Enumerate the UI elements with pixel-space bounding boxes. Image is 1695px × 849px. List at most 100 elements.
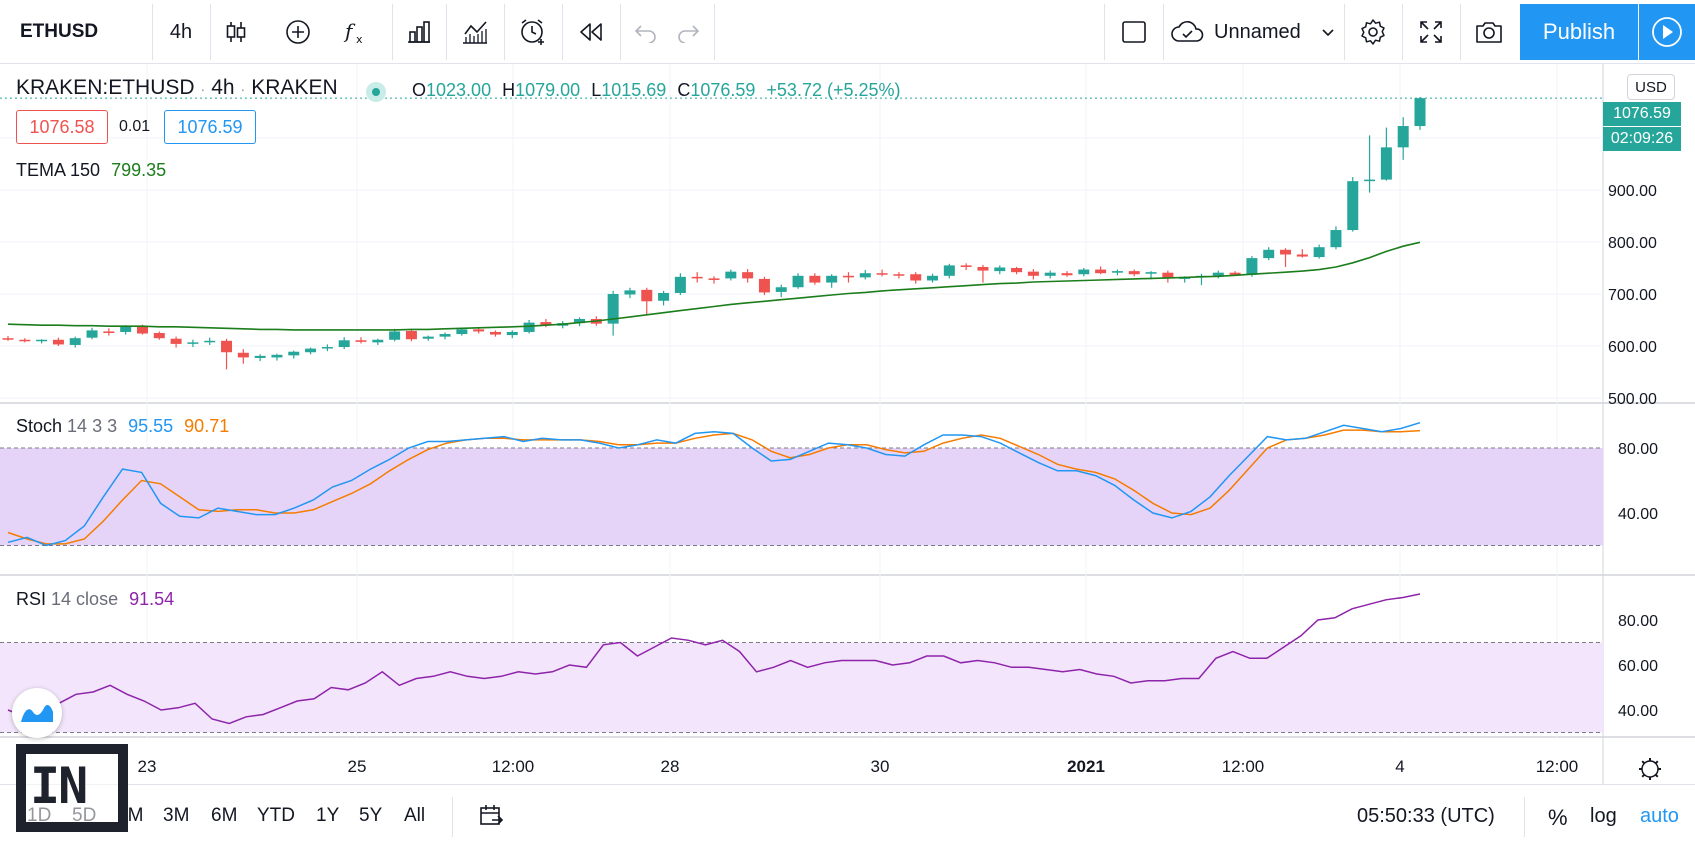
rsi-tick-label: 80.00	[1618, 613, 1658, 630]
stoch-label: Stoch	[16, 416, 63, 436]
range-button[interactable]: 1Y	[316, 805, 340, 826]
market-status-icon[interactable]	[366, 82, 386, 102]
candle-body	[1061, 273, 1073, 276]
price-tick-label: 500.00	[1608, 391, 1657, 408]
time-tick-label: 25	[348, 757, 367, 776]
candle-body	[994, 267, 1006, 272]
candle-body	[305, 348, 317, 353]
interval-button[interactable]: 4h	[169, 20, 193, 43]
range-button[interactable]: YTD	[257, 805, 295, 826]
chart-area[interactable]: 1000.00900.00800.00700.00600.00500.0080.…	[0, 64, 1695, 784]
high-value: 1079.00	[515, 80, 581, 100]
range-button[interactable]: 5Y	[359, 805, 383, 826]
tradingview-logo-icon[interactable]	[12, 688, 62, 738]
layout-icon[interactable]	[1106, 0, 1162, 64]
candle-body	[372, 339, 384, 343]
candle-body	[1128, 271, 1140, 275]
candle-body	[1011, 268, 1023, 273]
currency-label[interactable]: USD	[1627, 74, 1675, 100]
chart-canvas[interactable]: 1000.00900.00800.00700.00600.00500.0080.…	[0, 64, 1695, 784]
redo-icon[interactable]	[668, 0, 708, 64]
utc-clock[interactable]: 05:50:33 (UTC)	[1357, 805, 1495, 827]
candle-body	[792, 275, 804, 288]
settings-icon[interactable]	[1345, 0, 1401, 64]
goto-date-icon[interactable]	[478, 803, 504, 834]
candles-icon[interactable]	[211, 0, 261, 64]
candle-body	[1347, 181, 1359, 231]
change-value: +53.72 (+5.25%)	[766, 80, 901, 100]
tema-line	[7, 241, 1421, 331]
candle-body	[321, 347, 333, 349]
symbol-search-button[interactable]: ETHUSD	[20, 21, 99, 42]
candle-body	[540, 322, 552, 326]
candle-body	[674, 276, 686, 293]
rsi-legend[interactable]: RSI 14 close 91.54	[16, 589, 174, 610]
candle-body	[1380, 147, 1392, 180]
time-tick-label: 23	[138, 757, 157, 776]
candle-body	[473, 329, 485, 332]
candle-body	[1280, 249, 1292, 255]
candle-body	[1212, 272, 1224, 276]
stoch-legend[interactable]: Stoch 14 3 3 95.55 90.71	[16, 416, 229, 437]
tema-legend[interactable]: TEMA 150 799.35	[16, 160, 166, 181]
candle-body	[204, 340, 216, 343]
sell-price-box[interactable]: 1076.58	[16, 110, 108, 144]
camera-icon[interactable]	[1461, 0, 1517, 64]
candle-body	[960, 265, 972, 267]
price-tick-label: 800.00	[1608, 235, 1657, 252]
candle-body	[1246, 258, 1258, 275]
candle-body	[1397, 126, 1409, 148]
candle-body	[136, 326, 148, 334]
legend-symbol[interactable]: KRAKEN:ETHUSD	[16, 76, 195, 99]
stoch-band	[0, 448, 1603, 546]
multi-chart-icon[interactable]	[393, 0, 445, 64]
candle-body	[708, 278, 720, 280]
undo-icon[interactable]	[626, 0, 666, 64]
publish-button[interactable]: Publish	[1520, 4, 1638, 60]
candle-body	[439, 334, 451, 337]
rsi-tick-label: 60.00	[1618, 658, 1658, 675]
candle-body	[1027, 271, 1039, 276]
candle-body	[742, 272, 754, 279]
candle-body	[36, 339, 48, 342]
candle-body	[237, 352, 249, 358]
compare-icon[interactable]	[272, 0, 324, 64]
log-toggle[interactable]: log	[1590, 805, 1617, 827]
price-tick-label: 600.00	[1608, 339, 1657, 356]
candle-body	[658, 292, 670, 301]
price-tick-label: 900.00	[1608, 183, 1657, 200]
range-button[interactable]: 3M	[163, 805, 190, 826]
candle-body	[405, 330, 417, 340]
axis-settings-icon-tooth	[1641, 760, 1646, 765]
candle-body	[1313, 247, 1325, 258]
candle-body	[859, 273, 871, 278]
range-button[interactable]: 6M	[211, 805, 238, 826]
percent-toggle[interactable]: %	[1548, 805, 1568, 830]
time-tick-label: 4	[1395, 757, 1404, 776]
auto-toggle[interactable]: auto	[1640, 805, 1679, 827]
axis-settings-icon[interactable]	[1641, 760, 1659, 778]
cloud-icon[interactable]	[1170, 0, 1206, 64]
alert-icon[interactable]	[505, 0, 561, 64]
candle-body	[1111, 271, 1123, 273]
fullscreen-icon[interactable]	[1403, 0, 1459, 64]
buy-price-box[interactable]: 1076.59	[164, 110, 256, 144]
replay-icon[interactable]	[563, 0, 619, 64]
candle-body	[52, 339, 64, 345]
templates-icon[interactable]	[447, 0, 503, 64]
layout-name[interactable]: Unnamed	[1214, 20, 1301, 43]
range-button[interactable]: All	[404, 805, 426, 826]
candle-body	[1263, 249, 1275, 259]
stoch-d-value: 90.71	[184, 416, 230, 436]
candle-body	[1296, 254, 1308, 257]
candle-body	[86, 330, 98, 338]
chevron-down-icon[interactable]	[1316, 0, 1340, 64]
candle-body	[910, 274, 922, 281]
tema-label: TEMA 150	[16, 160, 101, 180]
play-icon[interactable]	[1639, 4, 1695, 60]
candle-body	[775, 287, 787, 292]
candle-body	[523, 322, 535, 332]
candle-body	[389, 331, 401, 340]
